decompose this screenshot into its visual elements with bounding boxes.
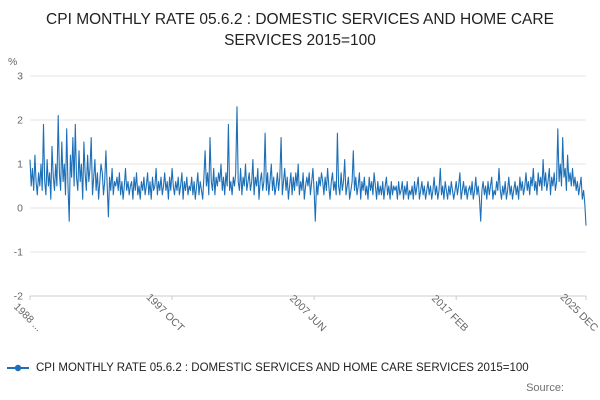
y-tick-label: -1 (14, 246, 23, 258)
y-axis-unit-label: % (8, 55, 18, 68)
legend-label: CPI MONTHLY RATE 05.6.2 : DOMESTIC SERVI… (36, 361, 529, 374)
x-tick-label: 1988 ... (11, 301, 44, 334)
series-line (29, 106, 587, 226)
x-tick-label: 2017 FEB (429, 292, 471, 334)
chart-area: % 3 2 1 0 -1 -2 1988 ... 1997 OCT 2007 JUN 2017 F… (0, 54, 600, 354)
x-tick-label: 2007 JUN (287, 292, 329, 334)
source-label: Source: (526, 382, 564, 394)
legend[interactable]: CPI MONTHLY RATE 05.6.2 : DOMESTIC SERVI… (6, 362, 600, 374)
chart-title: CPI MONTHLY RATE 05.6.2 : DOMESTIC SERVI… (46, 11, 554, 49)
y-tick-label: -2 (14, 290, 23, 302)
x-tick-label: 2025 DEC (558, 291, 600, 334)
x-tick-label: 1997 OCT (144, 291, 187, 334)
y-tick-label: 0 (17, 202, 23, 214)
y-tick-label: 2 (17, 114, 23, 126)
y-tick-label: 3 (17, 70, 23, 82)
legend-marker-icon (7, 364, 29, 372)
y-tick-label: 1 (17, 158, 23, 170)
